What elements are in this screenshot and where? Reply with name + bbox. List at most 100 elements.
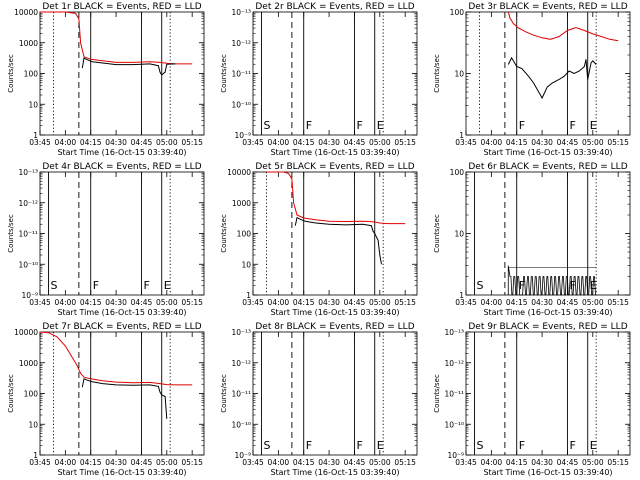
x-tick-label: 05:15 [607,138,629,147]
y-tick-label: 10⁻¹⁰ [18,260,38,269]
series-line-events [81,57,176,76]
y-tick-label: 1 [459,131,464,140]
plot-frame [39,171,205,296]
y-tick-label: 10⁻¹² [231,359,251,368]
panel-title: Det 1r BLACK = Events, RED = LLD [42,2,201,12]
x-tick-label: 05:00 [156,298,178,307]
y-axis-label: Counts/sec [7,214,15,253]
x-axis-label: Start Time (16-Oct-15 03:39:40) [483,308,612,317]
x-tick-label: 04:00 [55,138,77,147]
x-tick-label: 04:15 [506,298,528,307]
y-tick-label: 10⁻¹² [18,199,38,208]
x-tick-label: 05:15 [181,138,203,147]
event-marker-label: F [569,279,575,292]
y-axis-label: Counts/sec [433,374,441,413]
x-tick-label: 04:00 [481,298,503,307]
y-tick-label: 10⁻¹² [231,39,251,48]
x-tick-label: 05:15 [607,298,629,307]
event-marker-label: F [306,439,312,452]
panel-title: Det 5r BLACK = Events, RED = LLD [255,162,414,172]
panel-title: Det 9r BLACK = Events, RED = LLD [468,322,627,332]
x-tick-label: 05:15 [394,298,416,307]
x-tick-label: 03:45 [242,458,264,467]
y-tick-label: 10⁻¹¹ [231,390,251,399]
x-tick-label: 03:45 [455,298,477,307]
y-tick-label: 1000 [19,359,38,368]
y-tick-label: 10⁻¹³ [444,328,464,337]
x-tick-label: 05:00 [582,458,604,467]
x-tick-label: 05:00 [582,298,604,307]
y-tick-label: 10⁻¹² [444,359,464,368]
event-marker-label: E [590,439,597,452]
x-axis-label: Start Time (16-Oct-15 03:39:40) [483,148,612,157]
x-tick-label: 04:15 [80,298,102,307]
series-line-lld [507,11,619,42]
event-marker-label: F [519,439,525,452]
x-tick-label: 04:30 [105,298,127,307]
x-axis-label: Start Time (16-Oct-15 03:39:40) [270,148,399,157]
y-tick-label: 10 [454,230,464,239]
y-tick-label: 10⁻¹¹ [18,230,38,239]
event-marker-label: F [519,279,525,292]
x-tick-label: 04:30 [318,138,340,147]
x-tick-label: 05:00 [156,138,178,147]
x-tick-label: 04:45 [344,298,366,307]
x-axis-label: Start Time (16-Oct-15 03:39:40) [57,308,186,317]
event-marker-label: F [356,119,362,132]
x-tick-label: 04:45 [557,138,579,147]
x-tick-label: 04:15 [293,458,315,467]
series-line-lld [40,11,193,65]
series-line-events [507,56,597,100]
event-marker-label: F [306,119,312,132]
y-tick-label: 10⁻¹¹ [444,390,464,399]
plot-frame [465,11,631,136]
panel-title: Det 2r BLACK = Events, RED = LLD [255,2,414,12]
y-tick-label: 10000 [227,168,251,177]
event-marker-label: F [356,439,362,452]
plot-frame [252,11,418,136]
x-tick-label: 05:00 [582,138,604,147]
detector-panel: Det 1r BLACK = Events, RED = LLD 1 10 100 10… [7,2,205,157]
detector-panel: Det 7r BLACK = Events, RED = LLD 1 10 100 10… [7,322,205,477]
event-marker-label: F [143,279,149,292]
event-marker-label: S [476,439,483,452]
x-tick-label: 03:45 [29,298,51,307]
x-tick-label: 04:15 [293,298,315,307]
panel-title: Det 8r BLACK = Events, RED = LLD [255,322,414,332]
plot-frame [252,331,418,456]
x-tick-label: 04:00 [481,458,503,467]
x-tick-label: 03:45 [242,298,264,307]
panel-title: Det 6r BLACK = Events, RED = LLD [468,162,627,172]
y-tick-label: 10000 [14,8,38,17]
event-marker-label: S [476,279,483,292]
x-tick-label: 04:15 [80,458,102,467]
y-tick-label: 100 [24,390,39,399]
event-marker-label: E [164,279,171,292]
y-axis-label: Counts/sec [7,374,15,413]
x-tick-label: 04:00 [55,458,77,467]
x-tick-label: 04:30 [318,298,340,307]
y-tick-label: 1 [459,291,464,300]
x-tick-label: 05:15 [607,458,629,467]
plot-frame [465,331,631,456]
y-tick-label: 10000 [14,328,38,337]
y-axis-label: Counts/sec [220,54,228,93]
series-line-lld [266,171,406,225]
x-tick-label: 04:45 [131,458,153,467]
x-tick-label: 03:45 [455,458,477,467]
y-tick-label: 1000 [232,199,251,208]
x-tick-label: 03:45 [242,138,264,147]
x-tick-label: 04:45 [131,138,153,147]
detector-panel: Det 5r BLACK = Events, RED = LLD 1 10 100 10… [220,162,418,317]
event-marker-label: E [377,119,384,132]
y-tick-label: 100 [450,8,465,17]
detector-panel: Det 8r BLACK = Events, RED = LLD 10⁻⁹ 10⁻¹… [220,322,418,477]
x-tick-label: 04:45 [131,298,153,307]
y-tick-label: 10 [454,70,464,79]
x-tick-label: 04:30 [531,298,553,307]
y-tick-label: 1 [33,451,38,460]
panel-title: Det 3r BLACK = Events, RED = LLD [468,2,627,12]
event-marker-label: E [377,439,384,452]
x-tick-label: 04:45 [557,458,579,467]
